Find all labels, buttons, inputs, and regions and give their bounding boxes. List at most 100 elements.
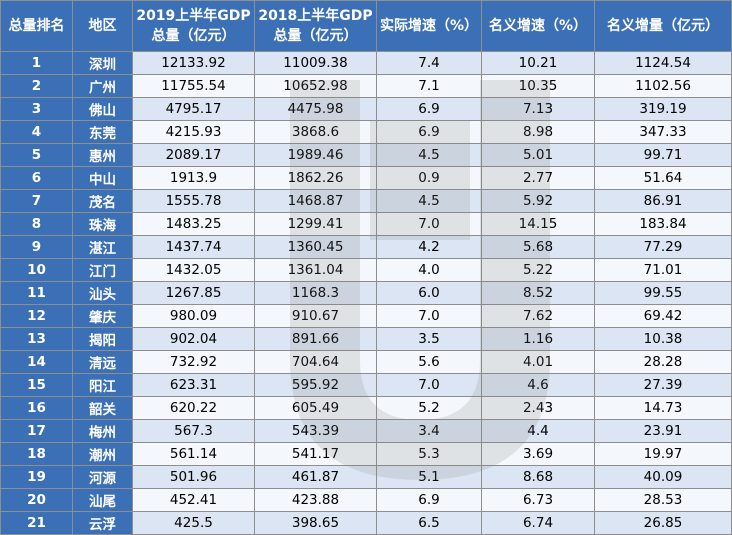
real-growth-cell: 5.6	[376, 350, 482, 374]
table-row: 17 梅州 567.3 543.39 3.4 4.4 23.91	[0, 419, 732, 443]
real-growth-cell: 4.5	[376, 143, 482, 167]
rank-cell: 18	[0, 442, 73, 466]
gdp-2018-cell: 541.17	[254, 442, 377, 466]
table-row: 2 广州 11755.54 10652.98 7.1 10.35 1102.56	[0, 74, 732, 98]
nominal-increase-cell: 69.42	[594, 304, 732, 328]
gdp-2019-cell: 1913.9	[132, 166, 255, 190]
table-row: 12 肇庆 980.09 910.67 7.0 7.62 69.42	[0, 304, 732, 328]
nominal-growth-cell: 8.52	[481, 281, 595, 305]
rank-cell: 16	[0, 396, 73, 420]
nominal-increase-cell: 71.01	[594, 258, 732, 282]
real-growth-cell: 7.0	[376, 373, 482, 397]
gdp-2018-cell: 4475.98	[254, 97, 377, 121]
nominal-growth-cell: 7.13	[481, 97, 595, 121]
rank-cell: 12	[0, 304, 73, 328]
table-row: 13 揭阳 902.04 891.66 3.5 1.16 10.38	[0, 327, 732, 351]
nominal-growth-cell: 4.6	[481, 373, 595, 397]
nominal-increase-cell: 27.39	[594, 373, 732, 397]
region-cell: 东莞	[72, 120, 133, 144]
region-cell: 茂名	[72, 189, 133, 213]
table-row: 5 惠州 2089.17 1989.46 4.5 5.01 99.71	[0, 143, 732, 167]
column-header: 名义增速（%）	[481, 0, 595, 52]
column-header-line1: 地区	[88, 18, 117, 34]
region-cell: 肇庆	[72, 304, 133, 328]
nominal-increase-cell: 183.84	[594, 212, 732, 236]
nominal-growth-cell: 6.74	[481, 511, 595, 535]
real-growth-cell: 5.1	[376, 465, 482, 489]
table-row: 9 湛江 1437.74 1360.45 4.2 5.68 77.29	[0, 235, 732, 259]
real-growth-cell: 7.0	[376, 212, 482, 236]
gdp-2018-cell: 398.65	[254, 511, 377, 535]
gdp-2018-cell: 11009.38	[254, 51, 377, 75]
nominal-growth-cell: 4.01	[481, 350, 595, 374]
region-cell: 深圳	[72, 51, 133, 75]
gdp-2019-cell: 1437.74	[132, 235, 255, 259]
real-growth-cell: 6.9	[376, 97, 482, 121]
gdp-2019-cell: 11755.54	[132, 74, 255, 98]
nominal-growth-cell: 6.73	[481, 488, 595, 512]
real-growth-cell: 6.9	[376, 120, 482, 144]
real-growth-cell: 6.5	[376, 511, 482, 535]
region-cell: 云浮	[72, 511, 133, 535]
table-row: 21 云浮 425.5 398.65 6.5 6.74 26.85	[0, 511, 732, 535]
nominal-growth-cell: 8.68	[481, 465, 595, 489]
real-growth-cell: 7.4	[376, 51, 482, 75]
nominal-increase-cell: 1102.56	[594, 74, 732, 98]
gdp-2019-cell: 12133.92	[132, 51, 255, 75]
column-header-line1: 名义增速（%）	[488, 18, 588, 34]
nominal-increase-cell: 51.64	[594, 166, 732, 190]
real-growth-cell: 4.2	[376, 235, 482, 259]
nominal-growth-cell: 5.22	[481, 258, 595, 282]
nominal-growth-cell: 10.35	[481, 74, 595, 98]
gdp-2018-cell: 1361.04	[254, 258, 377, 282]
column-header: 实际增速（%）	[376, 0, 482, 52]
gdp-2018-cell: 1299.41	[254, 212, 377, 236]
gdp-2019-cell: 501.96	[132, 465, 255, 489]
gdp-2019-cell: 1432.05	[132, 258, 255, 282]
gdp-2019-cell: 1555.78	[132, 189, 255, 213]
real-growth-cell: 3.5	[376, 327, 482, 351]
region-cell: 佛山	[72, 97, 133, 121]
rank-cell: 19	[0, 465, 73, 489]
nominal-growth-cell: 5.68	[481, 235, 595, 259]
column-header: 2019上半年GDP 总量（亿元）	[132, 0, 255, 52]
table-row: 11 汕头 1267.85 1168.3 6.0 8.52 99.55	[0, 281, 732, 305]
table-row: 18 潮州 561.14 541.17 5.3 3.69 19.97	[0, 442, 732, 466]
column-header-line2: 总量（亿元）	[273, 28, 358, 44]
rank-cell: 13	[0, 327, 73, 351]
rank-cell: 8	[0, 212, 73, 236]
gdp-2018-cell: 605.49	[254, 396, 377, 420]
gdp-2018-cell: 1468.87	[254, 189, 377, 213]
gdp-2018-cell: 1168.3	[254, 281, 377, 305]
gdp-2019-cell: 732.92	[132, 350, 255, 374]
rank-cell: 21	[0, 511, 73, 535]
gdp-2019-cell: 1483.25	[132, 212, 255, 236]
real-growth-cell: 0.9	[376, 166, 482, 190]
gdp-2018-cell: 910.67	[254, 304, 377, 328]
gdp-2019-cell: 4215.93	[132, 120, 255, 144]
column-header: 总量排名	[0, 0, 73, 52]
table-row: 10 江门 1432.05 1361.04 4.0 5.22 71.01	[0, 258, 732, 282]
gdp-2018-cell: 543.39	[254, 419, 377, 443]
region-cell: 韶关	[72, 396, 133, 420]
column-header: 2018上半年GDP 总量（亿元）	[254, 0, 377, 52]
nominal-growth-cell: 14.15	[481, 212, 595, 236]
nominal-growth-cell: 4.4	[481, 419, 595, 443]
table-row: 19 河源 501.96 461.87 5.1 8.68 40.09	[0, 465, 732, 489]
rank-cell: 9	[0, 235, 73, 259]
region-cell: 阳江	[72, 373, 133, 397]
region-cell: 湛江	[72, 235, 133, 259]
nominal-increase-cell: 23.91	[594, 419, 732, 443]
column-header-line1: 实际增速（%）	[379, 18, 479, 34]
table-row: 16 韶关 620.22 605.49 5.2 2.43 14.73	[0, 396, 732, 420]
region-cell: 潮州	[72, 442, 133, 466]
nominal-growth-cell: 2.43	[481, 396, 595, 420]
nominal-increase-cell: 86.91	[594, 189, 732, 213]
region-cell: 江门	[72, 258, 133, 282]
table-body: 1 深圳 12133.92 11009.38 7.4 10.21 1124.54 2 广州 117…	[0, 51, 732, 535]
gdp-2019-cell: 623.31	[132, 373, 255, 397]
gdp-2018-cell: 10652.98	[254, 74, 377, 98]
region-cell: 珠海	[72, 212, 133, 236]
gdp-2018-cell: 891.66	[254, 327, 377, 351]
